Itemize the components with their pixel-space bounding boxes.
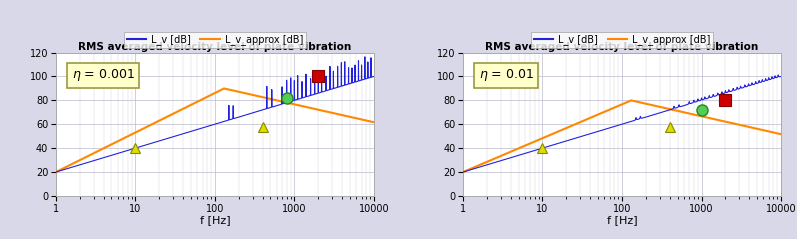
Text: $\eta$ = 0.001: $\eta$ = 0.001 [72, 67, 135, 83]
X-axis label: f [Hz]: f [Hz] [607, 215, 638, 225]
Title: RMS averaged velocity level of plate vibration: RMS averaged velocity level of plate vib… [485, 42, 759, 52]
Text: $\eta$ = 0.01: $\eta$ = 0.01 [479, 67, 534, 83]
Title: RMS averaged velocity level of plate vibration: RMS averaged velocity level of plate vib… [78, 42, 351, 52]
Legend: L_v [dB], L_v_approx [dB]: L_v [dB], L_v_approx [dB] [531, 32, 713, 48]
X-axis label: f [Hz]: f [Hz] [199, 215, 230, 225]
Legend: L_v [dB], L_v_approx [dB]: L_v [dB], L_v_approx [dB] [124, 32, 306, 48]
